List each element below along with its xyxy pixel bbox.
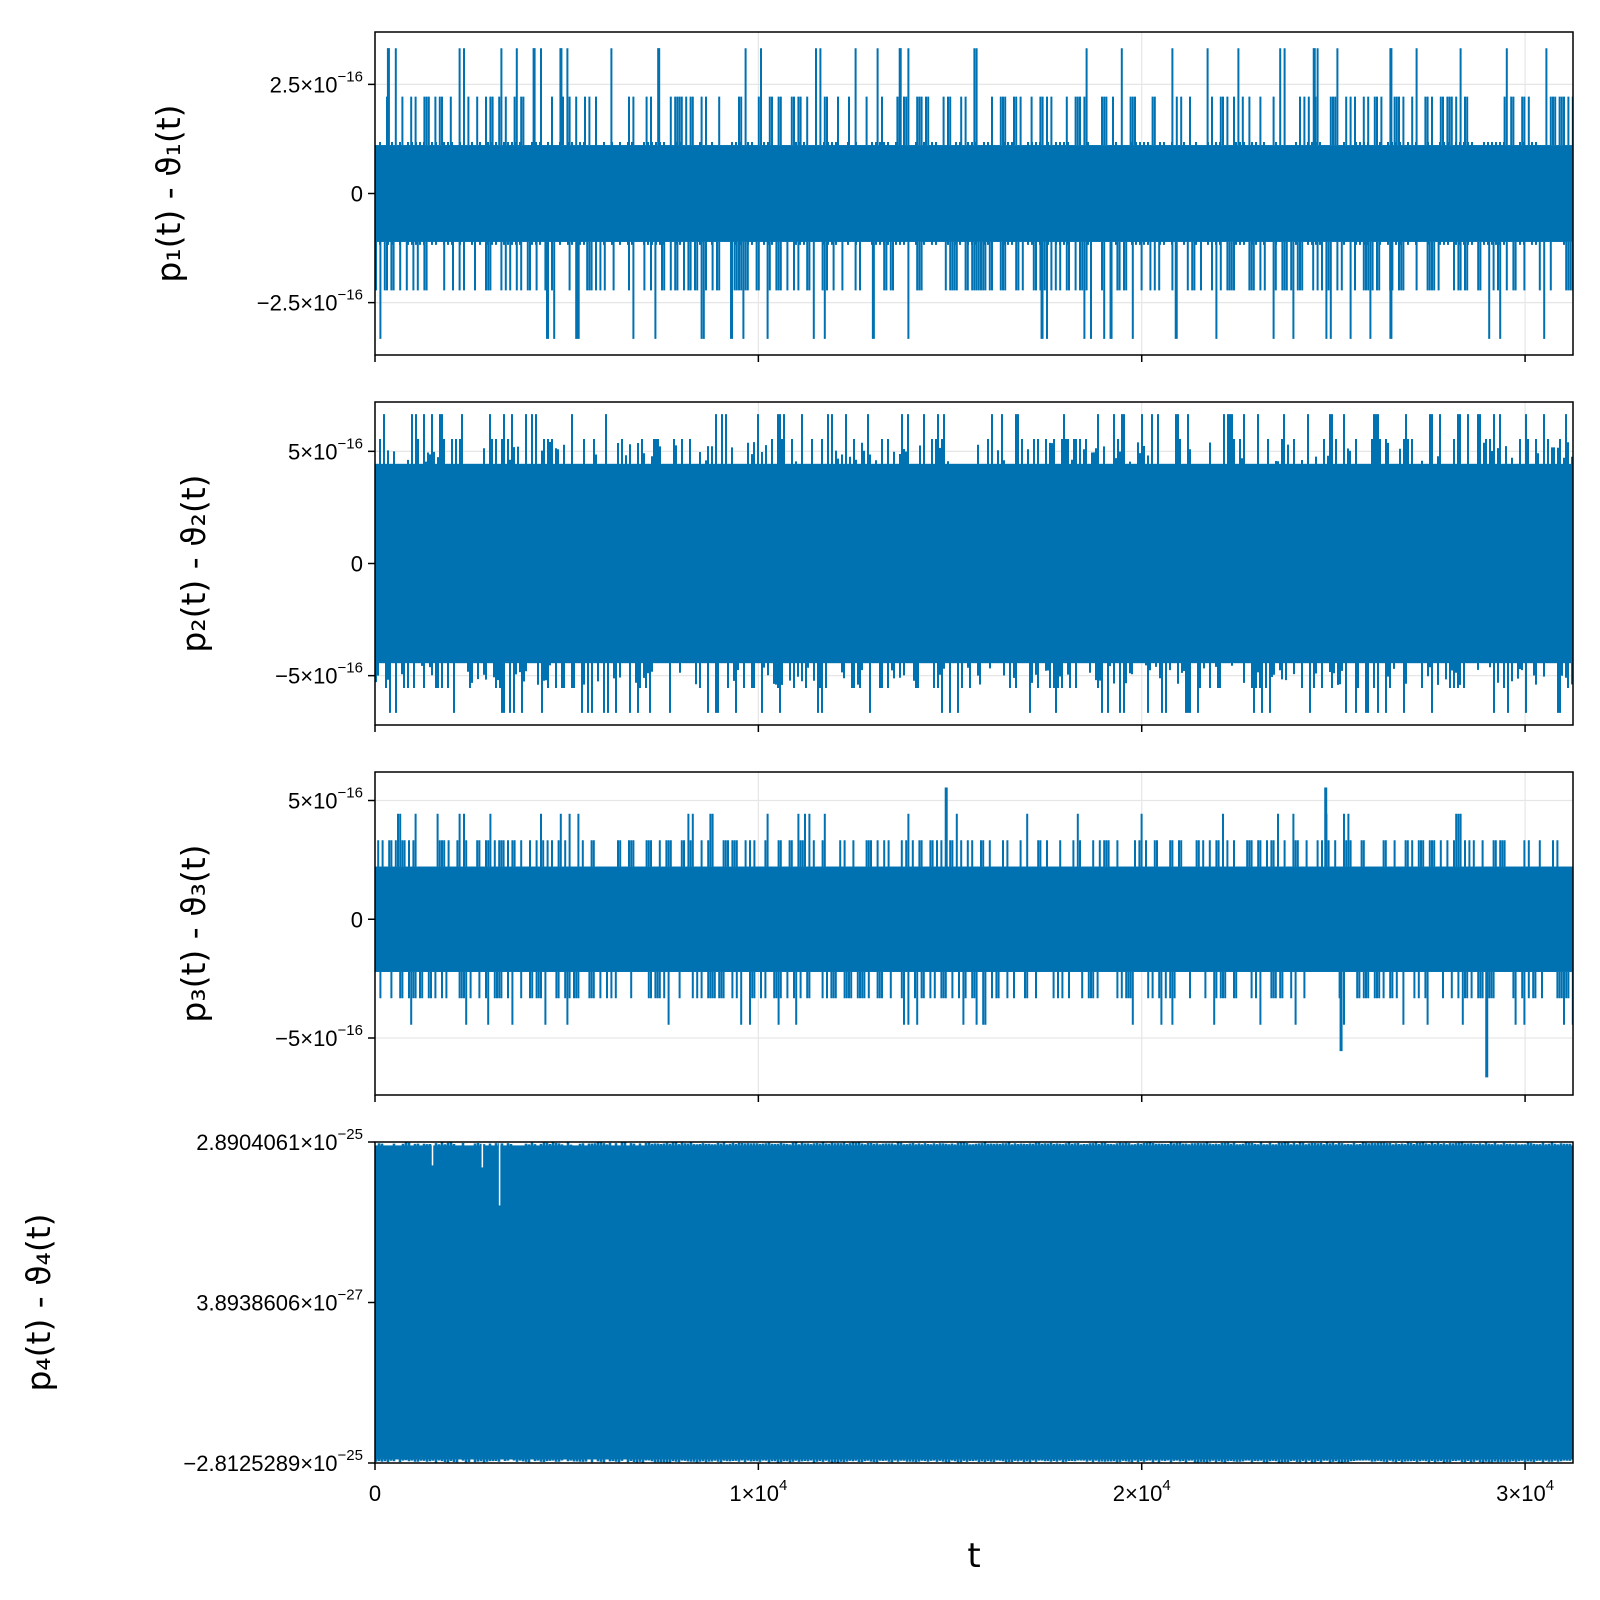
x-tick-label: 3×104	[1496, 1477, 1554, 1506]
y-tick-label: 2.8904061×10−25	[196, 1126, 363, 1155]
plot-frame	[374, 771, 1574, 1096]
series-line	[377, 813, 1573, 1025]
x-tick-label: 0	[369, 1481, 381, 1506]
y-tick-label: 5×10−16	[288, 785, 363, 814]
y-tick-label: −2.8125289×10−25	[183, 1447, 363, 1476]
y-tick-label: 0	[351, 182, 363, 207]
y-tick-label: 0	[351, 552, 363, 577]
y-tick-label: −5×10−16	[275, 660, 363, 689]
data-series-1	[375, 48, 1573, 339]
y-tick-label: 2.5×10−16	[270, 68, 363, 97]
y-axis-label: p₁(t) - ϑ₁(t)	[149, 104, 188, 282]
y-tick-label: 0	[351, 907, 363, 932]
series-band	[375, 866, 1573, 972]
y-axis-label: p₃(t) - ϑ₃(t)	[174, 844, 213, 1022]
y-axis-label: p₂(t) - ϑ₂(t)	[174, 474, 213, 652]
y-tick-label: 3.8938606×10−27	[196, 1287, 363, 1316]
y-tick-label: −5×10−16	[275, 1022, 363, 1051]
data-series-3	[375, 787, 1573, 1078]
x-tick-label: 1×104	[729, 1477, 787, 1506]
subplot-2: 5×10−16 0 −5×10−16 p₂(t) - ϑ₂(t)	[174, 401, 1574, 732]
series-line	[375, 1142, 1572, 1463]
series-line	[375, 48, 1573, 339]
series-band	[375, 145, 1573, 242]
series-line	[375, 414, 1573, 713]
subplot-1: 2.5×10−16 0 −2.5×10−16 p₁(t) - ϑ₁(t)	[149, 31, 1574, 362]
x-axis-label: t	[967, 1536, 980, 1576]
data-series-2	[375, 414, 1573, 713]
subplot-3: 5×10−16 0 −5×10−16 p₃(t) - ϑ₃(t)	[174, 771, 1574, 1102]
subplot-4: 2.8904061×10−25 3.8938606×10−27 −2.8125289…	[19, 1126, 1574, 1576]
data-series-4	[375, 1142, 1573, 1463]
y-axis-label: p₄(t) - ϑ₄(t)	[19, 1213, 58, 1391]
y-tick-label: 5×10−16	[288, 435, 363, 464]
y-tick-label: −2.5×10−16	[257, 287, 363, 316]
x-tick-label: 2×104	[1113, 1477, 1171, 1506]
